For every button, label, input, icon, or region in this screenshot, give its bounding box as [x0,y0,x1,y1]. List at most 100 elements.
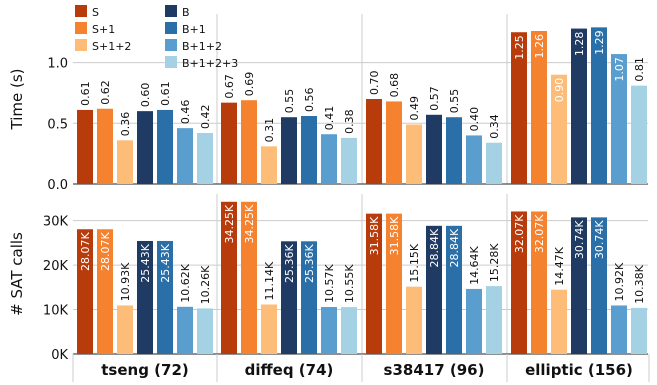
bar-value-label: 10.55K [343,264,356,303]
bar [281,241,297,354]
bar [571,28,587,185]
bar [97,229,113,354]
bar [386,213,402,354]
bar [631,85,647,184]
bar-value-label: 0.60 [139,83,152,108]
bar [486,142,502,184]
bar [466,135,482,184]
bar-value-label: 0.62 [99,80,112,105]
bar-value-label: 10.26K [199,265,212,304]
bar-value-label: 14.64K [468,245,481,284]
legend-label: S [92,6,99,19]
bar-value-label: 0.70 [368,71,381,96]
bar-value-label: 34.25K [223,204,236,243]
bar-value-label: 10.62K [179,263,192,302]
bar [551,289,567,354]
bar-value-label: 34.25K [243,204,256,243]
bar [177,128,193,184]
legend-swatch [165,5,177,17]
bar [321,134,337,184]
bar-value-label: 10.57K [323,264,336,303]
bar-value-label: 0.31 [263,118,276,143]
bar-value-label: 0.55 [448,89,461,114]
bar [261,304,277,354]
bar [386,101,402,184]
legend-label: B+1+2 [182,40,222,53]
y-tick-label: 0.5 [47,117,68,132]
bar [221,201,237,354]
category-label: elliptic (156) [525,361,633,379]
bar [426,225,442,354]
y-tick-label: 0K [51,348,68,363]
category-label: tseng (72) [101,361,189,379]
bar [366,99,382,184]
bar-value-label: 1.28 [573,32,586,56]
y-tick-label: 1.0 [47,57,68,72]
bar-value-label: 25.43K [159,243,172,282]
bar [157,109,173,184]
legend-swatch [75,39,87,51]
bar [117,140,133,184]
bar-value-label: 25.43K [139,243,152,282]
bar-value-label: 0.69 [243,72,256,97]
bar-value-label: 15.28K [488,243,501,282]
bar [466,288,482,354]
bar [611,305,627,354]
y-axis-label: Time (s) [8,69,26,131]
bar-value-label: 10.93K [119,262,132,301]
bar [261,146,277,184]
bar [446,225,462,354]
bar-value-label: 0.61 [79,81,92,106]
bar [341,137,357,184]
legend-label: B+1 [182,23,206,36]
bar [137,240,153,354]
bar-value-label: 0.36 [119,112,132,137]
bar [551,74,567,184]
bar-value-label: 15.15K [408,243,421,282]
bar-value-label: 1.25 [513,35,526,60]
bar-value-label: 30.74K [593,220,606,259]
bar [157,240,173,354]
bar [531,211,547,354]
bar [446,117,462,184]
bar [531,31,547,184]
bar-value-label: 0.81 [633,57,646,82]
bar [221,102,237,184]
bar [117,305,133,354]
bar-value-label: 0.57 [428,86,441,111]
bar-value-label: 0.38 [343,109,356,134]
bar-value-label: 0.49 [408,96,421,121]
bar-value-label: 0.46 [179,100,192,125]
legend-label: B+1+2+3 [182,57,238,70]
bar-value-label: 32.07K [533,214,546,253]
bar-value-label: 28.07K [79,231,92,270]
bar-value-label: 1.26 [533,34,546,59]
bar [611,54,627,185]
bar-value-label: 32.07K [513,214,526,253]
y-tick-label: 20K [43,259,69,274]
legend-label: S+1+2 [92,40,131,53]
bar [197,133,213,184]
bar [511,32,527,184]
bar-value-label: 10.92K [613,262,626,301]
bar-value-label: 1.07 [613,57,626,81]
y-axis-label: # SAT calls [8,232,26,316]
bar [241,100,257,184]
bar-value-label: 0.67 [223,74,236,99]
bar-value-label: 0.68 [388,73,401,98]
y-tick-label: 10K [43,304,69,319]
bar-value-label: 1.29 [593,30,606,55]
bar [281,117,297,184]
bar [426,114,442,184]
legend-swatch [165,56,177,68]
bar-value-label: 28.84K [448,228,461,267]
bar [77,109,93,184]
bar-value-label: 0.90 [553,78,566,103]
bar-value-label: 0.61 [159,81,172,106]
y-tick-label: 30K [43,215,69,230]
bar-value-label: 0.41 [323,106,336,131]
bar-value-label: 14.47K [553,246,566,285]
bar-value-label: 0.55 [283,89,296,114]
bar [137,111,153,184]
bar-value-label: 0.34 [488,114,501,139]
